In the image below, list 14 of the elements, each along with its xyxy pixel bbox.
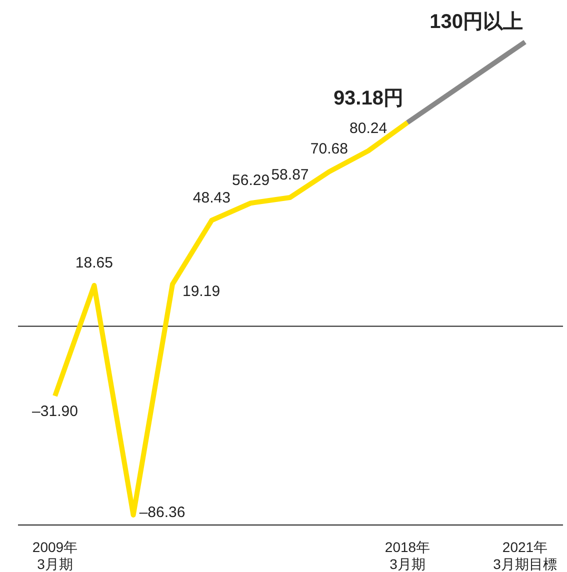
- data-label: 70.68: [310, 140, 348, 158]
- data-label: –86.36: [139, 504, 186, 521]
- data-label: 19.19: [182, 283, 220, 300]
- data-label: 56.29: [232, 172, 270, 190]
- data-label: 93.18円: [333, 87, 404, 110]
- x-tick-label: 2009年 3月期: [32, 539, 78, 572]
- data-label: 130円以上: [430, 11, 523, 33]
- data-label: 80.24: [350, 120, 388, 137]
- data-label: 58.87: [271, 166, 309, 184]
- data-label: 18.65: [75, 254, 113, 272]
- data-label: –31.90: [32, 402, 78, 420]
- x-tick-label: 2018年 3月期: [384, 539, 430, 572]
- data-label: 48.43: [192, 189, 230, 206]
- x-tick-label: 2021年 3月期目標: [493, 539, 557, 572]
